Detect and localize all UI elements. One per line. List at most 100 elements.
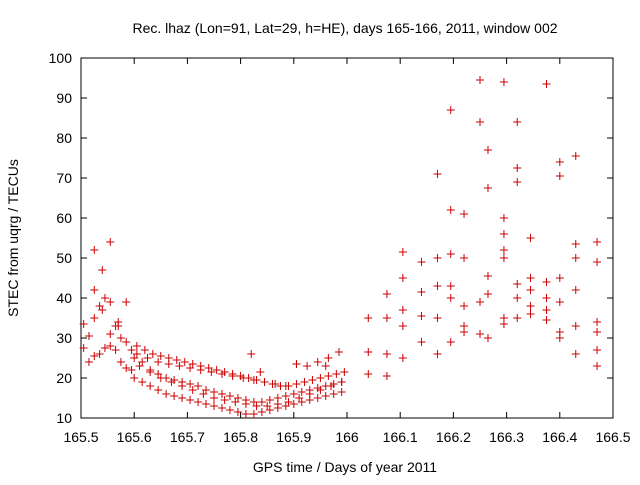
data-point [217,390,226,398]
data-point [106,298,115,306]
data-point [513,294,522,302]
data-point [316,386,325,394]
data-point [398,322,407,330]
data-point [499,320,508,328]
data-point [249,410,258,418]
data-point [417,258,426,266]
chart-title: Rec. lhaz (Lon=91, Lat=29, h=HE), days 1… [132,20,557,36]
data-point [212,366,221,374]
data-point [300,378,309,386]
x-tick-label: 166 [335,429,359,445]
data-point [132,350,141,358]
data-point [295,394,304,402]
y-tick-label: 50 [56,250,72,266]
data-point [398,354,407,362]
data-point [228,372,237,380]
data-point [100,294,109,302]
data-point [483,334,492,342]
data-point [217,404,226,412]
data-point [324,354,333,362]
y-tick-label: 60 [56,210,72,226]
data-point [127,366,136,374]
data-point [106,342,115,350]
data-point [217,370,226,378]
data-point [313,358,322,366]
y-axis-label: STEC from uqrg / TECUs [5,159,21,317]
data-point [199,390,208,398]
data-point [499,78,508,86]
y-tick-label: 90 [56,90,72,106]
data-point [555,334,564,342]
data-point [233,408,242,416]
data-point [281,392,290,400]
x-tick-label: 165.6 [117,429,152,445]
data-point [202,400,211,408]
data-point [571,240,580,248]
x-tick-label: 165.7 [170,429,205,445]
data-point [132,342,141,350]
data-point [167,378,176,386]
data-point [116,334,125,342]
data-point [324,372,333,380]
x-tick-label: 165.9 [276,429,311,445]
data-point [241,400,250,408]
data-point [593,346,602,354]
data-point [593,362,602,370]
data-point [281,382,290,390]
data-point [526,310,535,318]
data-point [499,254,508,262]
x-tick-label: 165.5 [63,429,98,445]
data-point [257,408,266,416]
data-point [106,330,115,338]
data-point [194,398,203,406]
data-point [175,362,184,370]
data-point [257,398,266,406]
data-point [593,258,602,266]
data-point [513,178,522,186]
data-point [593,238,602,246]
data-point [433,314,442,322]
data-point [460,254,469,262]
data-point [98,266,107,274]
data-point [460,328,469,336]
data-point [446,250,455,258]
data-point [364,348,373,356]
data-point [542,80,551,88]
data-point [207,368,216,376]
data-point [446,338,455,346]
data-point [593,328,602,336]
data-point [382,314,391,322]
data-point [476,330,484,338]
data-point [284,398,293,406]
data-point [483,146,492,154]
data-point [297,388,306,396]
data-point [364,314,373,322]
data-point [542,306,551,314]
data-point [476,298,484,306]
data-point [499,246,508,254]
data-point [263,402,272,410]
data-point [335,348,344,356]
data-point [308,376,317,384]
data-point [555,158,564,166]
y-tick-label: 30 [56,330,72,346]
data-point [526,234,535,242]
data-point [271,380,280,388]
data-point [170,392,179,400]
data-point [303,362,312,370]
data-point [196,366,205,374]
data-point [265,396,274,404]
data-point [178,382,187,390]
data-point [483,272,492,280]
data-point [513,280,522,288]
data-point [446,282,455,290]
data-point [225,406,234,414]
data-point [571,322,580,330]
data-point [225,392,234,400]
x-tick-label: 165.8 [223,429,258,445]
data-point [154,386,163,394]
data-point [247,350,256,358]
data-point [100,344,109,352]
data-point [186,364,195,372]
data-point [292,360,301,368]
